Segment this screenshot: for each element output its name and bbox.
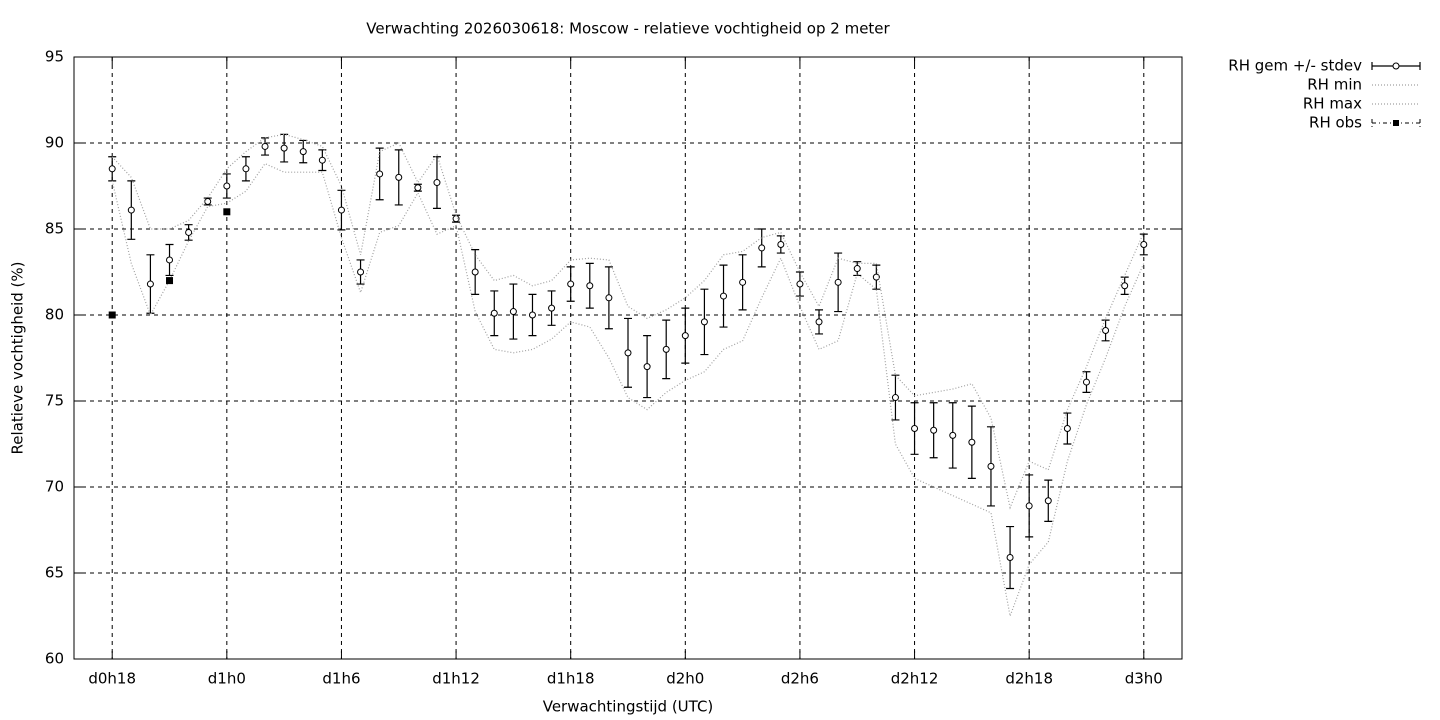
legend-label: RH obs (1309, 114, 1362, 132)
mean-point (471, 268, 479, 276)
obs-point (166, 277, 174, 285)
mean-point (108, 165, 116, 173)
y-tick-label: 90 (45, 134, 64, 152)
x-tick-label: d0h18 (88, 670, 136, 688)
legend-swatch (1392, 62, 1400, 70)
mean-point (911, 425, 919, 433)
legend-label: RH gem +/- stdev (1228, 57, 1362, 75)
mean-point (261, 142, 269, 150)
x-tick-label: d1h12 (432, 670, 480, 688)
mean-point (853, 265, 861, 273)
mean-point (834, 278, 842, 286)
mean-point (395, 173, 403, 181)
y-axis-label: Relatieve vochtigheid (%) (9, 261, 27, 454)
mean-point (146, 280, 154, 288)
mean-point (949, 431, 957, 439)
y-tick-label: 95 (45, 48, 64, 66)
mean-point (223, 182, 231, 190)
mean-point (204, 197, 212, 205)
mean-point (720, 292, 728, 300)
y-tick-label: 65 (45, 564, 64, 582)
mean-point (280, 144, 288, 152)
mean-point (1140, 240, 1148, 248)
legend-label: RH min (1307, 76, 1362, 94)
mean-point (1121, 282, 1129, 290)
mean-point (166, 256, 174, 264)
obs-point (108, 311, 116, 319)
y-tick-label: 80 (45, 306, 64, 324)
y-tick-label: 75 (45, 392, 64, 410)
x-tick-label: d1h0 (208, 670, 246, 688)
mean-point (376, 170, 384, 178)
mean-point (528, 311, 536, 319)
x-tick-label: d1h18 (547, 670, 595, 688)
mean-point (490, 309, 498, 317)
y-tick-label: 70 (45, 478, 64, 496)
x-tick-label: d3h0 (1125, 670, 1163, 688)
chart-title: Verwachting 2026030618: Moscow - relatie… (366, 20, 890, 38)
mean-point (242, 165, 250, 173)
mean-point (930, 426, 938, 434)
mean-point (185, 228, 193, 236)
x-axis-label: Verwachtingstijd (UTC) (543, 698, 714, 716)
mean-point (662, 345, 670, 353)
obs-point (223, 208, 231, 216)
mean-point (567, 280, 575, 288)
mean-point (586, 282, 594, 290)
mean-point (968, 438, 976, 446)
mean-point (1025, 502, 1033, 510)
mean-point (891, 394, 899, 402)
mean-point (643, 363, 651, 371)
mean-point (1044, 497, 1052, 505)
legend-label: RH max (1303, 95, 1362, 113)
mean-point (509, 308, 517, 316)
mean-point (1063, 425, 1071, 433)
mean-point (414, 184, 422, 192)
plot-frame (73, 56, 1183, 660)
mean-point (337, 206, 345, 214)
mean-point (700, 318, 708, 326)
x-tick-label: d2h12 (891, 670, 939, 688)
legend-swatch (1393, 120, 1399, 126)
mean-point (987, 462, 995, 470)
mean-point (1006, 554, 1014, 562)
y-tick-label: 60 (45, 650, 64, 668)
mean-point (127, 206, 135, 214)
mean-point (548, 304, 556, 312)
mean-point (815, 318, 823, 326)
mean-point (605, 294, 613, 302)
y-tick-label: 85 (45, 220, 64, 238)
mean-point (739, 278, 747, 286)
mean-point (1082, 378, 1090, 386)
x-tick-label: d1h6 (322, 670, 360, 688)
mean-point (624, 349, 632, 357)
mean-point (299, 148, 307, 156)
mean-point (357, 268, 365, 276)
x-tick-label: d2h18 (1005, 670, 1053, 688)
mean-point (758, 244, 766, 252)
mean-point (681, 332, 689, 340)
mean-point (777, 240, 785, 248)
mean-point (1102, 326, 1110, 334)
mean-point (433, 179, 441, 187)
x-tick-label: d2h6 (781, 670, 819, 688)
mean-point (796, 280, 804, 288)
x-tick-label: d2h0 (666, 670, 704, 688)
mean-point (318, 156, 326, 164)
